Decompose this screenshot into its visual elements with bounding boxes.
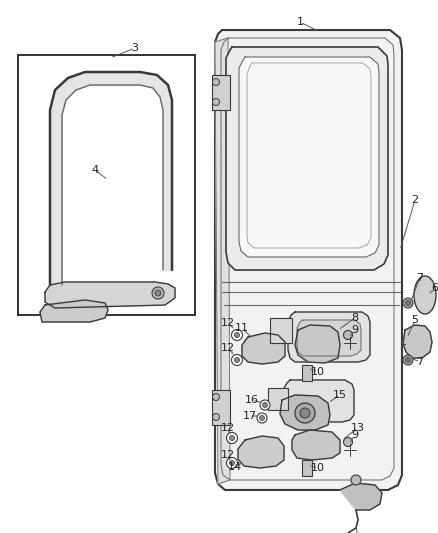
Polygon shape: [288, 312, 370, 362]
Circle shape: [343, 330, 353, 340]
Text: 10: 10: [311, 367, 325, 377]
Circle shape: [300, 408, 310, 418]
Polygon shape: [280, 395, 330, 430]
Text: 12: 12: [221, 450, 235, 460]
Bar: [302, 460, 312, 476]
Ellipse shape: [414, 276, 436, 314]
Polygon shape: [215, 30, 402, 490]
Text: 2: 2: [411, 195, 419, 205]
Polygon shape: [140, 72, 157, 88]
Text: 5: 5: [411, 315, 418, 325]
Bar: [212, 75, 230, 110]
Text: 12: 12: [221, 423, 235, 433]
Bar: [302, 365, 312, 381]
Circle shape: [260, 400, 270, 410]
Text: 14: 14: [228, 462, 242, 472]
Polygon shape: [55, 78, 76, 100]
Text: 13: 13: [351, 423, 365, 433]
Polygon shape: [242, 333, 285, 364]
Circle shape: [262, 402, 268, 408]
Circle shape: [232, 329, 243, 341]
Circle shape: [212, 99, 219, 106]
Circle shape: [232, 354, 243, 366]
Circle shape: [226, 457, 237, 469]
Polygon shape: [68, 72, 90, 90]
Text: 7: 7: [417, 357, 424, 367]
Polygon shape: [239, 57, 379, 257]
Polygon shape: [340, 483, 382, 510]
Circle shape: [234, 358, 240, 362]
Text: 4: 4: [92, 165, 99, 175]
Polygon shape: [283, 380, 354, 422]
Bar: [18, 55, 195, 315]
Polygon shape: [50, 110, 62, 285]
Circle shape: [403, 298, 413, 308]
Polygon shape: [297, 320, 361, 356]
Polygon shape: [163, 100, 172, 270]
Polygon shape: [160, 85, 172, 110]
Polygon shape: [215, 38, 230, 484]
Circle shape: [230, 461, 234, 465]
Text: 11: 11: [235, 323, 249, 333]
Circle shape: [406, 358, 410, 362]
Circle shape: [152, 287, 164, 299]
Circle shape: [343, 438, 353, 447]
Circle shape: [295, 403, 315, 423]
Bar: [268, 388, 288, 410]
Polygon shape: [226, 47, 388, 270]
Polygon shape: [238, 436, 284, 468]
Circle shape: [226, 432, 237, 443]
Polygon shape: [45, 282, 175, 308]
Bar: [270, 318, 292, 343]
Text: 10: 10: [311, 463, 325, 473]
Circle shape: [403, 355, 413, 365]
Circle shape: [155, 290, 161, 296]
Text: 12: 12: [221, 318, 235, 328]
Text: 1: 1: [297, 17, 304, 27]
Bar: [212, 390, 230, 425]
Polygon shape: [295, 325, 340, 363]
Circle shape: [212, 414, 219, 421]
Polygon shape: [292, 430, 340, 460]
Polygon shape: [403, 325, 432, 358]
Circle shape: [257, 413, 267, 423]
Text: 15: 15: [333, 390, 347, 400]
Polygon shape: [50, 90, 66, 115]
Text: 7: 7: [417, 273, 424, 283]
Circle shape: [212, 78, 219, 85]
Polygon shape: [40, 300, 108, 322]
Circle shape: [351, 475, 361, 485]
Text: 6: 6: [431, 283, 438, 293]
Text: 8: 8: [351, 313, 359, 323]
Circle shape: [259, 416, 265, 421]
Text: 16: 16: [245, 395, 259, 405]
Text: 9: 9: [351, 430, 359, 440]
Circle shape: [230, 435, 234, 440]
Circle shape: [212, 393, 219, 400]
Circle shape: [234, 333, 240, 337]
Circle shape: [406, 301, 410, 305]
Text: 12: 12: [221, 343, 235, 353]
Text: 9: 9: [351, 325, 359, 335]
Text: 17: 17: [243, 411, 257, 421]
Text: 3: 3: [131, 43, 138, 53]
Polygon shape: [153, 75, 168, 97]
Polygon shape: [85, 72, 140, 85]
